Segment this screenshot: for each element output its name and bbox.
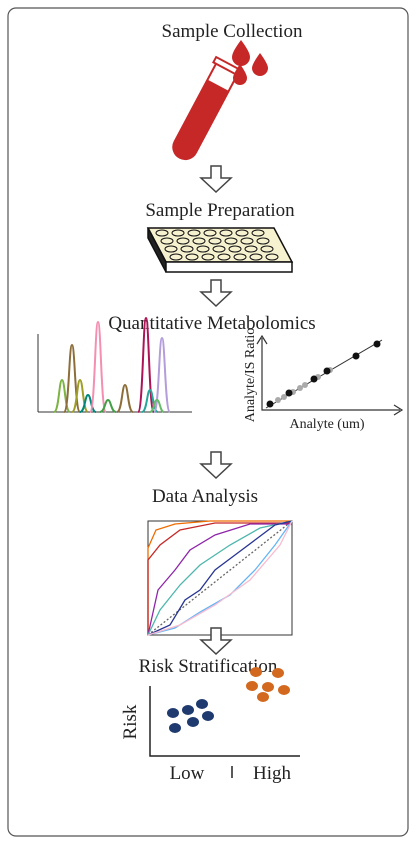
frame: [7, 7, 409, 837]
axis-label: Analyte (um): [289, 417, 364, 432]
step-title: Sample Preparation: [145, 200, 295, 221]
arrow: [199, 627, 233, 656]
calibration-plot: Analyte/IS Ratio Analyte (um): [243, 328, 404, 432]
roc-plot: [147, 520, 293, 636]
category-label: High: [253, 763, 292, 784]
step-title: Sample Collection: [162, 21, 303, 42]
risk-plot: Risk Low High: [120, 667, 300, 784]
category-label: Low: [170, 763, 205, 784]
well-plate: [146, 227, 294, 273]
axis-label: Analyte/IS Ratio: [243, 328, 258, 423]
step-title: Risk Stratification: [139, 656, 278, 677]
chromatogram: [37, 316, 192, 413]
arrow: [199, 451, 233, 480]
test-tube: [172, 40, 268, 161]
axis-label: Risk: [120, 704, 141, 739]
arrow: [199, 165, 233, 194]
step-title: Quantitative Metabolomics: [108, 313, 315, 334]
step-title: Data Analysis: [152, 486, 258, 507]
arrow: [199, 279, 233, 308]
